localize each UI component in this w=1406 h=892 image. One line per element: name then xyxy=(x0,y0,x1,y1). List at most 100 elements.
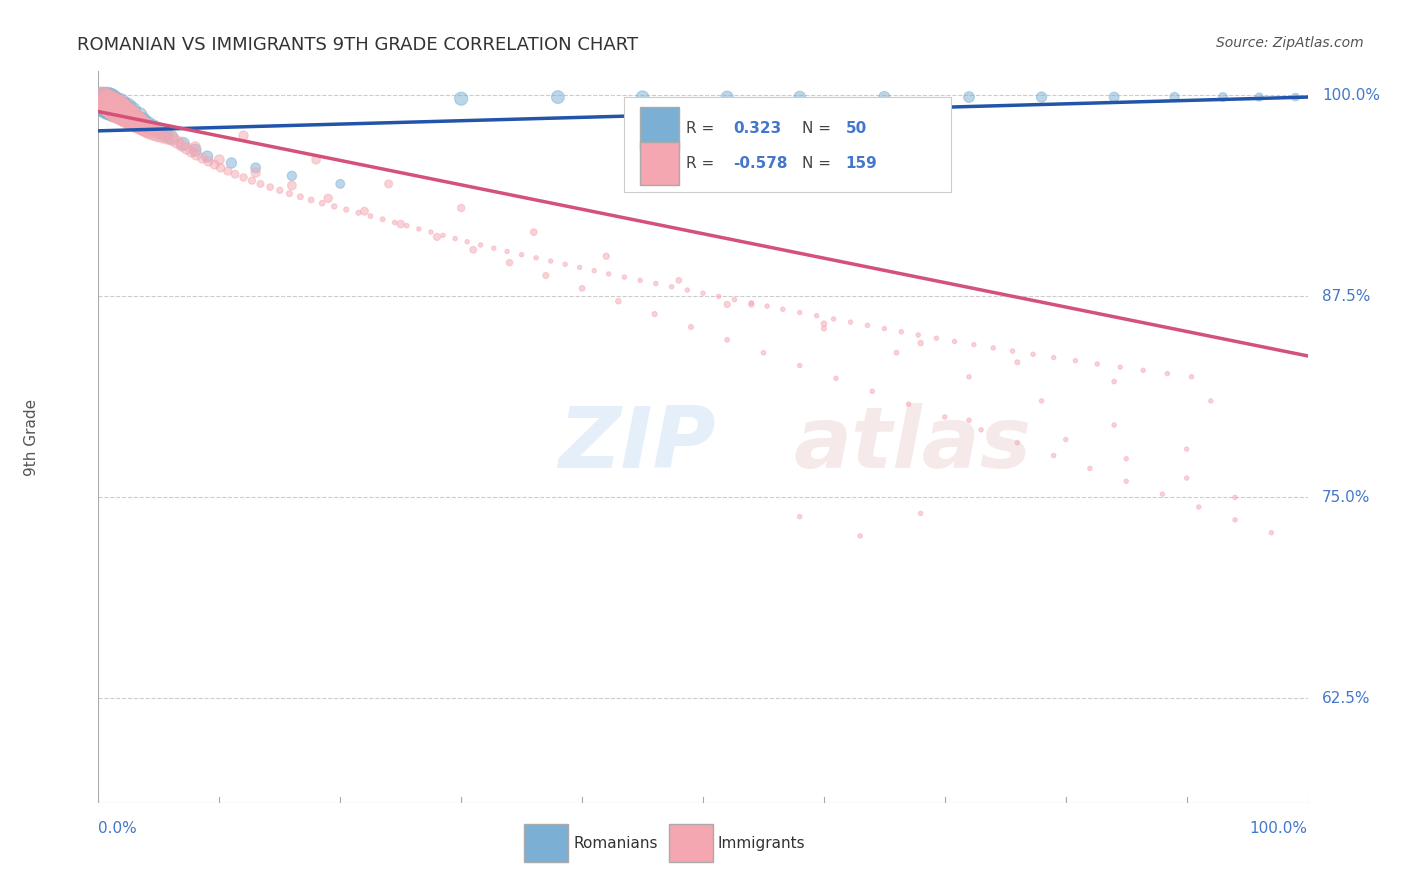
Point xyxy=(631,90,654,104)
Point xyxy=(329,177,352,191)
Point xyxy=(249,177,271,191)
Point xyxy=(152,128,174,143)
Point xyxy=(963,337,986,351)
Point xyxy=(281,178,304,193)
Point xyxy=(112,106,135,120)
Point xyxy=(1260,525,1282,540)
Point xyxy=(571,281,593,295)
Point xyxy=(839,315,862,329)
Point xyxy=(1054,433,1077,447)
Point xyxy=(1007,435,1029,450)
Point xyxy=(360,209,382,223)
Point xyxy=(1223,513,1246,527)
Text: 0.323: 0.323 xyxy=(734,121,782,136)
Point xyxy=(925,331,948,345)
Point xyxy=(523,225,546,239)
Point xyxy=(510,247,533,261)
Point xyxy=(450,92,472,106)
Point xyxy=(105,100,128,114)
Point xyxy=(389,217,412,231)
Point xyxy=(96,93,118,107)
Point xyxy=(120,104,142,119)
Point xyxy=(135,120,157,135)
Point xyxy=(143,125,166,139)
Point xyxy=(970,423,993,437)
Point xyxy=(118,109,141,123)
Point xyxy=(740,297,762,311)
Point xyxy=(170,138,193,153)
Point xyxy=(756,299,779,313)
Point xyxy=(281,169,304,183)
Point xyxy=(450,201,472,215)
Point xyxy=(217,164,239,178)
Point xyxy=(1212,90,1234,104)
Point xyxy=(93,95,115,109)
Point xyxy=(897,397,920,411)
Text: Romanians: Romanians xyxy=(574,836,658,851)
Point xyxy=(98,95,121,109)
Point xyxy=(91,93,114,107)
Point xyxy=(335,202,357,217)
Point xyxy=(873,90,896,104)
Point xyxy=(408,222,430,236)
Text: 9th Grade: 9th Grade xyxy=(24,399,39,475)
Text: 0.0%: 0.0% xyxy=(98,822,138,836)
Point xyxy=(127,109,149,123)
FancyBboxPatch shape xyxy=(624,97,950,192)
Point xyxy=(1175,442,1198,457)
Text: 50: 50 xyxy=(845,121,868,136)
Point xyxy=(180,145,202,159)
Point xyxy=(806,309,828,323)
Point xyxy=(740,296,762,310)
Point xyxy=(115,101,138,115)
Point xyxy=(1180,369,1202,384)
Point xyxy=(716,297,738,311)
Point xyxy=(98,96,121,111)
Point xyxy=(1115,451,1137,466)
Point xyxy=(456,235,478,249)
Point xyxy=(245,166,267,180)
Point xyxy=(132,119,155,133)
Point xyxy=(114,104,136,119)
Point xyxy=(160,132,183,146)
Point xyxy=(100,96,122,111)
Point xyxy=(534,268,557,283)
FancyBboxPatch shape xyxy=(640,142,679,186)
Text: 62.5%: 62.5% xyxy=(1322,690,1371,706)
Text: Immigrants: Immigrants xyxy=(717,836,806,851)
Point xyxy=(444,231,467,245)
Point xyxy=(1064,353,1087,368)
Point xyxy=(628,273,651,287)
Point xyxy=(934,409,956,424)
Point xyxy=(716,90,738,104)
Point xyxy=(115,108,138,122)
Point xyxy=(1001,344,1024,359)
Point xyxy=(146,127,169,141)
Point xyxy=(1163,90,1185,104)
Point xyxy=(692,286,714,301)
Point xyxy=(723,293,745,307)
Point xyxy=(245,161,267,175)
Point xyxy=(873,321,896,335)
Text: 159: 159 xyxy=(845,156,877,171)
Text: ROMANIAN VS IMMIGRANTS 9TH GRADE CORRELATION CHART: ROMANIAN VS IMMIGRANTS 9TH GRADE CORRELA… xyxy=(77,36,638,54)
Point xyxy=(907,328,929,343)
Point xyxy=(204,158,226,172)
Point xyxy=(679,320,702,334)
Point xyxy=(568,260,591,275)
Point xyxy=(957,369,980,384)
Point xyxy=(148,124,170,138)
Point xyxy=(1132,363,1154,377)
Point xyxy=(943,334,966,349)
Point xyxy=(613,270,636,285)
Text: 100.0%: 100.0% xyxy=(1250,822,1308,836)
Point xyxy=(432,228,454,243)
Point xyxy=(191,151,214,165)
Point xyxy=(209,161,232,175)
Point xyxy=(323,199,346,213)
Point xyxy=(789,305,811,319)
Point xyxy=(1042,449,1064,463)
Point xyxy=(1249,90,1271,104)
Point xyxy=(129,117,152,131)
Point xyxy=(426,230,449,244)
